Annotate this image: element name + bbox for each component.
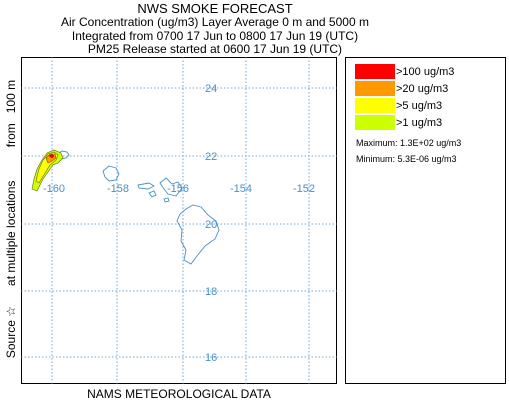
legend-swatch-100 (355, 64, 395, 79)
integration-period: Integrated from 0700 17 Jun to 0800 17 J… (71, 29, 359, 43)
maui-coast (159, 177, 183, 197)
lon-label-158: -158 (107, 183, 129, 195)
minimum-value: Minimum: 5.3E-06 ug/m3 (356, 154, 457, 164)
lat-label-22: 22 (205, 151, 217, 163)
source-text: Source ☆ (4, 306, 18, 359)
kahoolawe-coast (163, 197, 170, 203)
legend-label-20: >20 ug/m3 (396, 83, 449, 95)
legend-label-5: >5 ug/m3 (396, 100, 443, 112)
legend-label-1: >1 ug/m3 (396, 117, 443, 129)
lat-label-16: 16 (205, 352, 217, 364)
lon-label-160: -160 (43, 183, 65, 195)
lon-label-156: -156 (167, 183, 189, 195)
longitude-labels: -160 -158 -156 -154 -152 (43, 183, 315, 195)
legend-panel (345, 57, 506, 384)
island-coastlines (56, 150, 220, 265)
legend-swatch-20 (355, 81, 395, 96)
map-panel: 24 22 20 18 16 -160 -158 -156 -154 -152 (21, 57, 337, 384)
map-frame (21, 57, 337, 384)
hawaii-big-island-coast (176, 204, 220, 265)
latitude-labels: 24 22 20 18 16 (205, 83, 217, 364)
meteorological-data-label: NAMS METEOROLOGICAL DATA (87, 387, 271, 401)
lanai-coast (148, 190, 157, 198)
plume-contour-100 (48, 153, 55, 159)
concentration-description: Air Concentration (ug/m3) Layer Average … (61, 15, 369, 29)
lat-label-24: 24 (205, 83, 217, 95)
legend-label-100: >100 ug/m3 (396, 66, 455, 78)
release-start: PM25 Release started at 0600 17 Jun 19 (… (87, 42, 343, 56)
locations-text: at multiple locations (4, 180, 18, 286)
source-label: Source ☆ at multiple locations from 100 … (4, 31, 20, 407)
forecast-title: NWS SMOKE FORECAST (137, 1, 293, 16)
lat-label-18: 18 (205, 286, 217, 298)
legend-swatch-5 (355, 98, 395, 113)
oahu-coast (102, 165, 120, 182)
legend-swatch-1 (355, 115, 395, 130)
height-text: from 100 m (4, 79, 18, 148)
molokai-coast (137, 182, 155, 190)
smoke-plume (31, 149, 64, 192)
lat-label-20: 20 (205, 219, 217, 231)
lon-label-152: -152 (293, 183, 315, 195)
grid-lines (21, 57, 337, 384)
maximum-value: Maximum: 1.3E+02 ug/m3 (356, 138, 462, 148)
lon-label-154: -154 (230, 183, 252, 195)
